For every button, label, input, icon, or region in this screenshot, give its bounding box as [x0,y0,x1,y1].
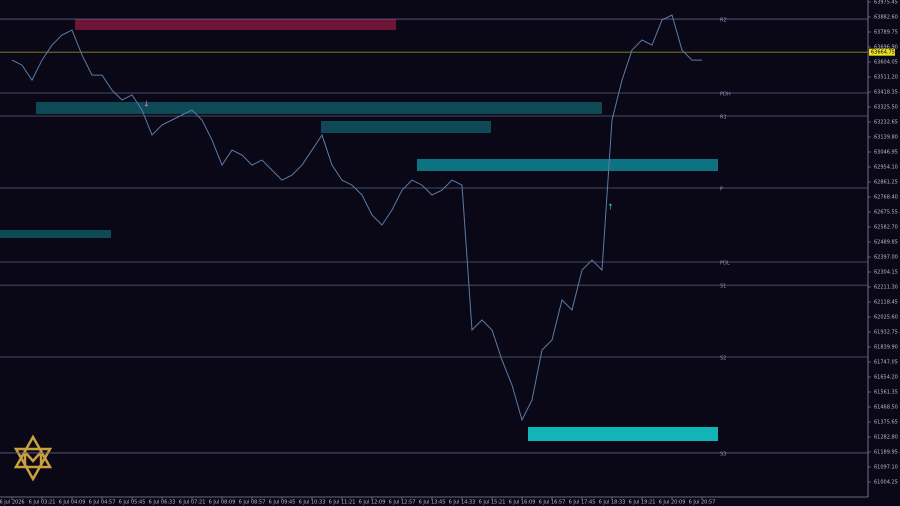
y-tick-label: 62025.60 [874,315,898,321]
marker: ↓ [143,100,150,109]
y-tick-label: 62489.85 [874,240,898,246]
y-tick-label: 63511.20 [874,75,898,81]
zone [75,19,396,30]
zone [321,121,491,133]
y-tick-label: 62304.15 [874,270,898,276]
level-label: S2 [720,356,726,362]
x-tick-label: 6 Jul 16:09 [509,500,536,506]
y-tick-label: 63789.75 [874,30,898,36]
level-label: R1 [720,114,727,120]
x-tick-label: 6 Jul 18:33 [599,500,626,506]
y-tick-label: 61747.05 [874,360,898,366]
x-tick-label: 6 Jul 12:57 [389,500,416,506]
level-label: R2 [720,18,727,24]
x-tick-label: 6 Jul 14:33 [449,500,476,506]
logo [13,434,53,482]
y-tick-label: 62211.30 [874,285,898,291]
y-tick-label: 61097.10 [874,465,898,471]
x-tick-label: 6 Jul 08:57 [239,500,266,506]
y-tick-label: 61375.65 [874,420,898,426]
level-label: P [720,187,723,193]
y-tick-label: 61004.25 [874,480,898,486]
x-tick-label: 6 Jul 13:45 [419,500,446,506]
y-tick-label: 63882.60 [874,15,898,21]
x-tick-label: 6 Jul 04:57 [89,500,116,506]
y-tick-label: 61932.75 [874,330,898,336]
x-tick-label: 6 Jul 06:33 [149,500,176,506]
y-tick-label: 61654.20 [874,375,898,381]
y-tick-label: 63325.50 [874,105,898,111]
x-tick-label: 6 Jul 2026 [0,500,25,506]
y-tick-label: 63696.90 [874,45,898,51]
y-tick-label: 62118.45 [874,300,898,306]
last-price-box [869,48,895,56]
x-tick-label: 6 Jul 11:21 [329,500,356,506]
x-tick-label: 6 Jul 05:45 [119,500,146,506]
y-tick-label: 62397.00 [874,255,898,261]
y-tick-label: 62861.25 [874,180,898,186]
y-tick-label: 62768.40 [874,195,898,201]
y-tick-label: 63139.80 [874,135,898,141]
zone [0,230,111,238]
zone [528,427,718,441]
x-tick-label: 6 Jul 04:09 [59,500,86,506]
level-label: PDH [720,92,731,98]
x-tick-label: 6 Jul 19:21 [629,500,656,506]
level-label: PDL [720,261,730,267]
level-label: S1 [720,284,726,290]
x-tick-label: 6 Jul 20:09 [659,500,686,506]
level-label: S3 [720,451,726,457]
x-tick-label: 6 Jul 17:45 [569,500,596,506]
y-tick-label: 61189.95 [874,450,898,456]
x-tick-label: 6 Jul 15:21 [479,500,506,506]
x-tick-label: 6 Jul 10:33 [299,500,326,506]
x-tick-label: 6 Jul 16:57 [539,500,566,506]
y-tick-label: 62582.70 [874,225,898,231]
y-tick-label: 63604.05 [874,60,898,66]
y-tick-label: 61282.80 [874,435,898,441]
x-tick-label: 6 Jul 20:57 [689,500,716,506]
x-tick-label: 6 Jul 07:21 [179,500,206,506]
y-tick-label: 63232.65 [874,120,898,126]
x-tick-label: 6 Jul 09:45 [269,500,296,506]
y-tick-label: 61468.50 [874,405,898,411]
zone [36,102,602,114]
price-line [11,14,702,422]
y-tick-label: 61839.90 [874,345,898,351]
x-tick-label: 6 Jul 12:09 [359,500,386,506]
y-tick-label: 63046.95 [874,150,898,156]
y-tick-label: 61561.35 [874,390,898,396]
y-tick-label: 63418.35 [874,90,898,96]
x-tick-label: 6 Jul 08:09 [209,500,236,506]
last-price-label: 63664.75 [871,50,895,56]
x-tick-label: 6 Jul 03:21 [29,500,56,506]
y-tick-label: 62954.10 [874,165,898,171]
y-tick-label: 63975.45 [874,0,898,6]
y-tick-label: 62675.55 [874,210,898,216]
marker: ↑ [607,203,614,212]
zone [417,159,718,171]
